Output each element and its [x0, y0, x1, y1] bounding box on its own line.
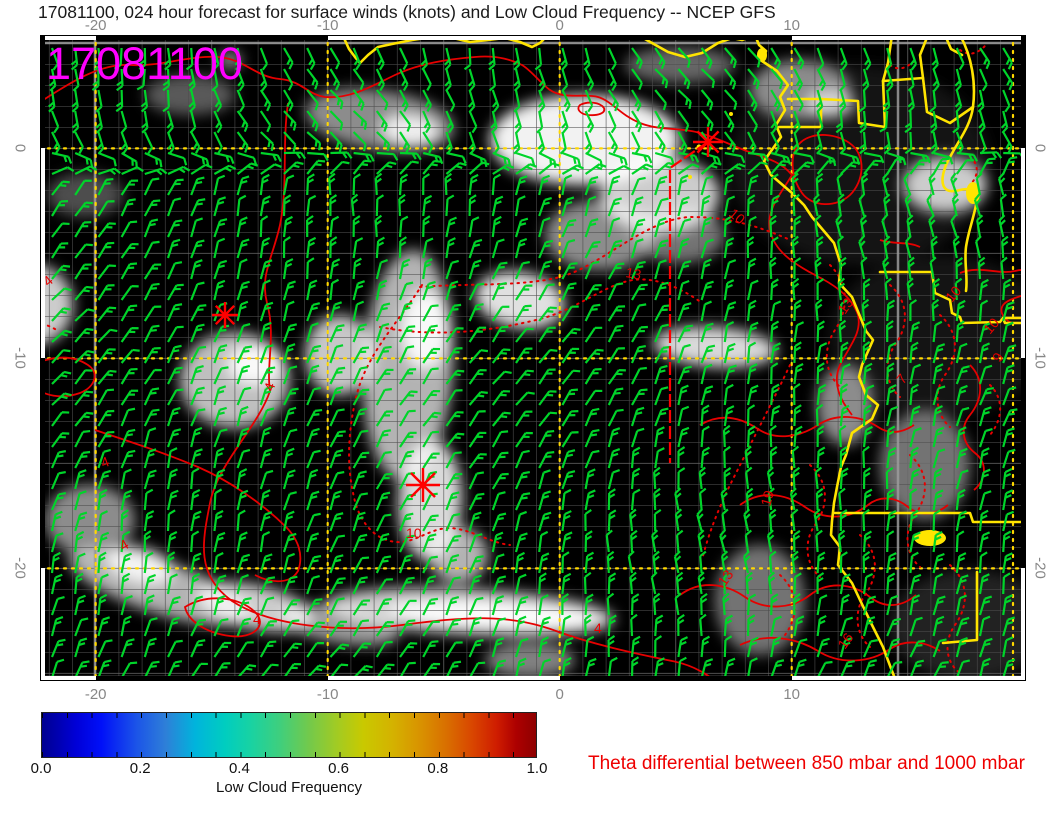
axis-tick-label-lon: 10	[783, 17, 801, 34]
plot-title: 17081100, 024 hour forecast for surface …	[38, 2, 776, 22]
axis-tick-label-lat: -10	[1031, 347, 1049, 369]
colorbar-tick-label: 0.8	[427, 760, 449, 777]
colorbar-tick-label: 0.6	[328, 760, 350, 777]
contour-label: 19	[757, 488, 777, 507]
axis-tick-label-lon: 10	[783, 686, 801, 703]
contour-label: 10	[406, 525, 422, 541]
wind-barb-layer	[48, 47, 1025, 679]
contour-label: 4	[594, 620, 602, 636]
axis-tick-label-lat: 0	[1031, 144, 1049, 153]
colorbar-tick-label: 1.0	[526, 760, 548, 777]
theta-differential-note: Theta differential between 850 mbar and …	[588, 753, 1025, 774]
contour-label: 4	[253, 611, 261, 627]
colorbar-tick-label: 0.4	[228, 760, 250, 777]
axis-tick-label-lat: -20	[11, 556, 29, 579]
colorbar-tick-label: 0.2	[129, 760, 151, 777]
axis-tick-label-lon: -10	[316, 686, 339, 703]
colorbar	[41, 712, 537, 758]
colorbar-tick-label: 0.0	[30, 760, 52, 777]
contour-label: 13	[624, 264, 642, 282]
axis-tick-label-lat: 0	[11, 144, 29, 153]
map-panel: 4 4 4 4 4 4 10 13 10 13 10 10 19 13 16 7 9	[40, 35, 1026, 681]
axis-tick-label-lon: 0	[555, 686, 564, 703]
colorbar-caption: Low Cloud Frequency	[216, 779, 362, 796]
colorbar-ticks-top	[42, 713, 536, 718]
axis-tick-label-lon: -20	[84, 686, 107, 703]
zebra-border-layer	[40, 35, 1026, 681]
axis-tick-label-lat: -10	[11, 347, 29, 369]
axis-tick-label-lat: -20	[1031, 556, 1049, 579]
timestamp-overlay: 17081100	[46, 38, 243, 89]
grid-layer	[40, 35, 1026, 681]
axis-tick-label-lon: 0	[555, 17, 564, 34]
theta-contour-layer	[40, 44, 1026, 678]
colorbar-ticks-bottom	[42, 752, 536, 757]
axis-tick-label-lon: -10	[316, 17, 339, 34]
axis-tick-label-lon: -20	[84, 17, 107, 34]
